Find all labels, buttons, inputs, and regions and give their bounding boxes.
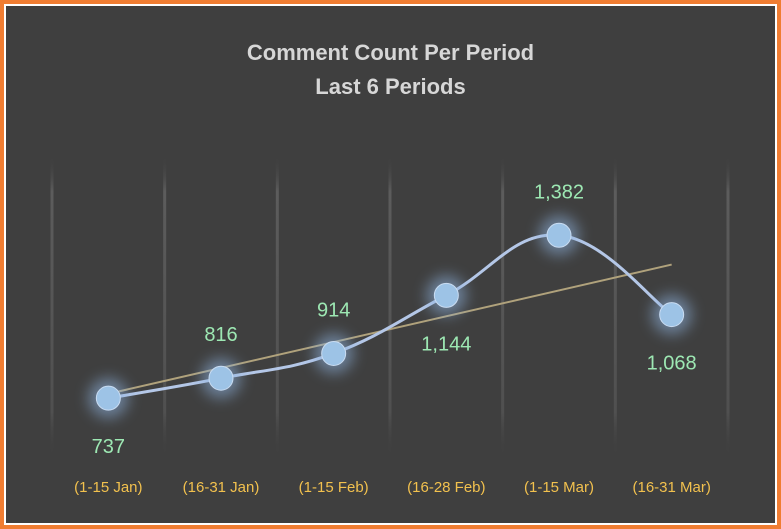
data-label: 737 bbox=[92, 436, 125, 458]
x-tick-label: (1-15 Feb) bbox=[299, 479, 369, 496]
x-tick-label: (1-15 Jan) bbox=[74, 479, 142, 496]
data-point[interactable] bbox=[321, 340, 347, 366]
data-point[interactable] bbox=[95, 385, 121, 411]
gridline bbox=[501, 155, 505, 458]
data-label: 816 bbox=[204, 324, 237, 346]
data-point[interactable] bbox=[433, 282, 459, 308]
data-label: 1,382 bbox=[534, 181, 584, 203]
chart-subtitle: Last 6 Periods bbox=[315, 74, 466, 99]
data-label: 1,144 bbox=[421, 333, 471, 355]
data-point[interactable] bbox=[208, 365, 234, 391]
x-tick-label: (16-31 Jan) bbox=[183, 479, 260, 496]
gridline bbox=[50, 155, 54, 458]
gridline bbox=[388, 155, 392, 458]
x-tick-label: (16-31 Mar) bbox=[632, 479, 710, 496]
data-point[interactable] bbox=[546, 222, 572, 248]
chart-title: Comment Count Per Period bbox=[246, 40, 535, 65]
gridline bbox=[613, 155, 617, 458]
gridline bbox=[163, 155, 167, 458]
x-tick-label: (1-15 Mar) bbox=[524, 479, 594, 496]
data-point[interactable] bbox=[659, 302, 685, 328]
x-tick-label: (16-28 Feb) bbox=[407, 479, 485, 496]
gridline bbox=[275, 155, 279, 458]
data-label: 1,068 bbox=[647, 353, 697, 375]
gridline bbox=[726, 155, 730, 458]
data-label: 914 bbox=[317, 299, 350, 321]
